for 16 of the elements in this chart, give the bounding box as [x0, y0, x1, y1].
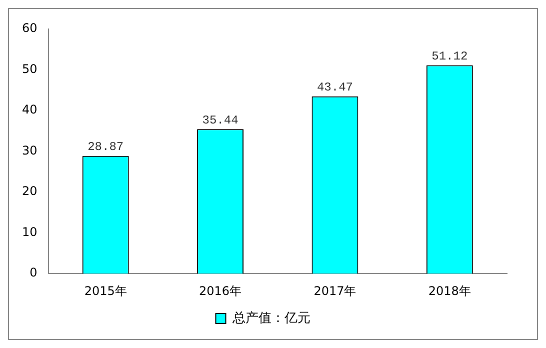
- data-label: 43.47: [316, 80, 353, 95]
- y-tick-label: 30: [22, 143, 38, 158]
- y-tick-label: 10: [22, 224, 38, 239]
- data-label: 51.12: [432, 49, 468, 64]
- data-label: 35.44: [202, 113, 238, 128]
- legend-label: 总产值：亿元: [231, 310, 310, 326]
- y-tick-label: 40: [22, 102, 38, 117]
- y-tick-label: 20: [22, 184, 38, 198]
- x-tick-label: 2017年: [314, 284, 356, 298]
- x-tick-label: 2016年: [199, 284, 242, 298]
- data-label: 28.87: [88, 140, 124, 154]
- x-tick-label: 2015年: [84, 284, 127, 298]
- y-tick-label: 0: [30, 266, 38, 280]
- y-tick-label: 60: [22, 21, 38, 36]
- y-tick-label: 50: [22, 62, 38, 76]
- x-tick-label: 2018年: [428, 284, 471, 298]
